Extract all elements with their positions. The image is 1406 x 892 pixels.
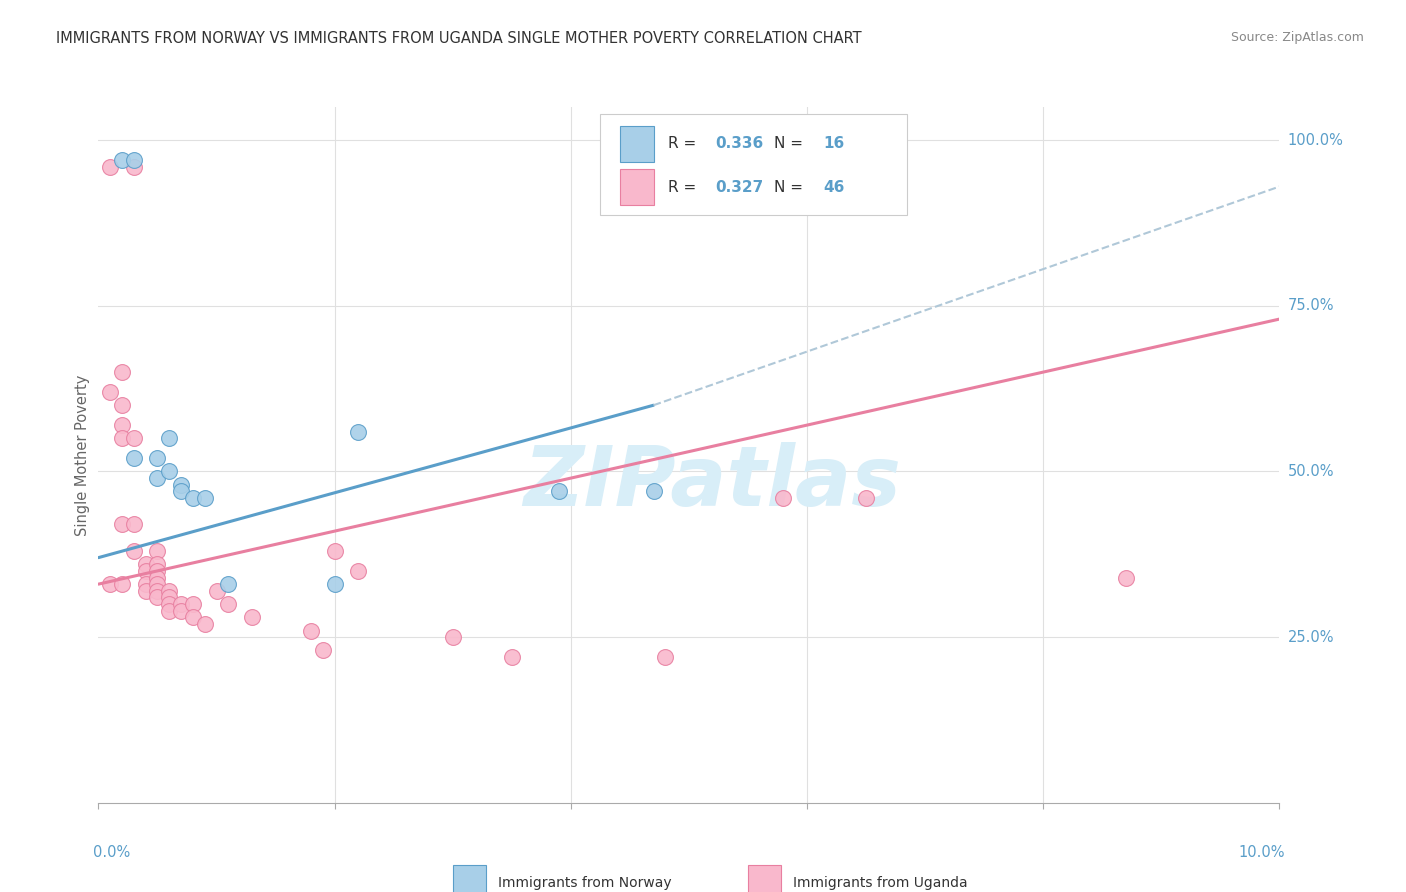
Point: [111, 517, 134, 532]
FancyBboxPatch shape: [620, 126, 654, 162]
Point: [157, 583, 180, 598]
Text: Source: ZipAtlas.com: Source: ZipAtlas.com: [1230, 31, 1364, 45]
Point: [146, 544, 169, 558]
Point: [122, 517, 145, 532]
Text: IMMIGRANTS FROM NORWAY VS IMMIGRANTS FROM UGANDA SINGLE MOTHER POVERTY CORRELATI: IMMIGRANTS FROM NORWAY VS IMMIGRANTS FRO…: [56, 31, 862, 46]
Y-axis label: Single Mother Poverty: Single Mother Poverty: [75, 375, 90, 535]
Point: [181, 597, 204, 611]
Text: 75.0%: 75.0%: [1288, 298, 1334, 313]
Point: [98, 384, 121, 399]
Point: [347, 564, 370, 578]
Text: ZIPatlas: ZIPatlas: [523, 442, 901, 524]
Point: [441, 630, 464, 644]
Point: [217, 577, 239, 591]
Point: [146, 577, 169, 591]
Text: R =: R =: [668, 136, 700, 152]
Text: 100.0%: 100.0%: [1288, 133, 1344, 148]
Point: [157, 431, 180, 445]
Point: [122, 153, 145, 167]
Point: [772, 491, 794, 505]
Point: [111, 577, 134, 591]
Point: [157, 597, 180, 611]
Point: [501, 650, 523, 665]
Text: 46: 46: [824, 179, 845, 194]
Point: [323, 544, 346, 558]
Text: 10.0%: 10.0%: [1239, 845, 1285, 860]
Text: Immigrants from Uganda: Immigrants from Uganda: [793, 876, 967, 890]
Text: 16: 16: [824, 136, 845, 152]
Point: [135, 583, 157, 598]
Point: [299, 624, 322, 638]
Text: 25.0%: 25.0%: [1288, 630, 1334, 645]
Point: [146, 471, 169, 485]
FancyBboxPatch shape: [453, 865, 486, 892]
Point: [135, 558, 157, 572]
Text: 50.0%: 50.0%: [1288, 464, 1334, 479]
Point: [194, 616, 217, 631]
Point: [170, 604, 193, 618]
Text: Immigrants from Norway: Immigrants from Norway: [498, 876, 671, 890]
Point: [194, 491, 217, 505]
Point: [170, 477, 193, 491]
Point: [1115, 570, 1137, 584]
Point: [122, 160, 145, 174]
Point: [146, 591, 169, 605]
Point: [347, 425, 370, 439]
Point: [135, 564, 157, 578]
Point: [170, 484, 193, 499]
Point: [157, 604, 180, 618]
Point: [122, 431, 145, 445]
Text: N =: N =: [773, 136, 808, 152]
Point: [135, 577, 157, 591]
Point: [855, 491, 877, 505]
Point: [217, 597, 239, 611]
FancyBboxPatch shape: [620, 169, 654, 205]
Point: [240, 610, 263, 624]
FancyBboxPatch shape: [748, 865, 782, 892]
Point: [111, 365, 134, 379]
Text: R =: R =: [668, 179, 700, 194]
Point: [111, 153, 134, 167]
Point: [157, 465, 180, 479]
Point: [157, 591, 180, 605]
Text: 0.0%: 0.0%: [93, 845, 129, 860]
Point: [111, 418, 134, 433]
Text: 0.327: 0.327: [714, 179, 763, 194]
Point: [323, 577, 346, 591]
Point: [98, 577, 121, 591]
Point: [146, 570, 169, 584]
Point: [654, 650, 676, 665]
Point: [146, 558, 169, 572]
Point: [122, 451, 145, 466]
FancyBboxPatch shape: [600, 114, 907, 215]
Point: [98, 160, 121, 174]
Point: [111, 431, 134, 445]
Point: [111, 398, 134, 412]
Point: [122, 544, 145, 558]
Point: [548, 484, 571, 499]
Text: 0.336: 0.336: [714, 136, 763, 152]
Point: [181, 610, 204, 624]
Text: N =: N =: [773, 179, 808, 194]
Point: [181, 491, 204, 505]
Point: [643, 484, 665, 499]
Point: [205, 583, 228, 598]
Point: [146, 451, 169, 466]
Point: [170, 597, 193, 611]
Point: [146, 583, 169, 598]
Point: [312, 643, 335, 657]
Point: [146, 564, 169, 578]
